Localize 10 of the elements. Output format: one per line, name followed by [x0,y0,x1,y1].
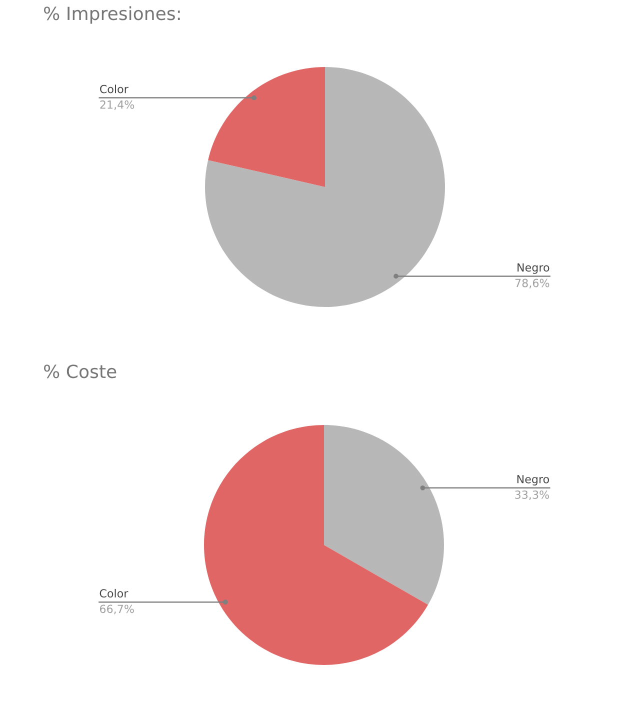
chart-title: % Impresiones: [44,6,180,24]
data-label: 66,7% [100,604,134,614]
slice-label: Negro [517,475,549,486]
data-label: 33,3% [515,490,549,500]
slice-label: Color [100,588,128,598]
slice-label: Color [100,84,128,94]
chart-title: % Coste [44,364,116,378]
data-label: 21,4% [100,100,134,110]
slice-label: Negro [518,263,550,274]
data-label: 78,6% [515,278,550,288]
